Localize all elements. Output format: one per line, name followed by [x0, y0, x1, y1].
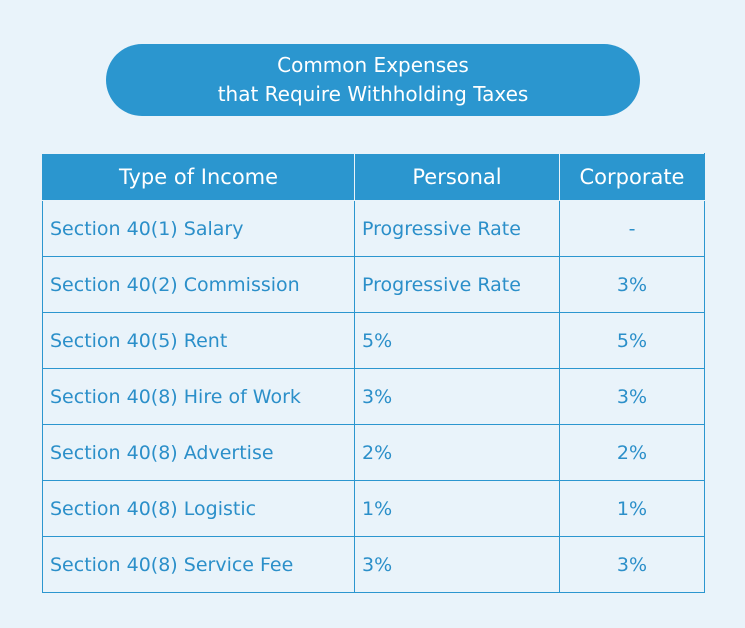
table-row: Section 40(2) Commission Progressive Rate… [42, 256, 705, 313]
personal-rate-cell: Progressive Rate [354, 200, 560, 257]
income-type-cell: Section 40(8) Hire of Work [42, 368, 355, 425]
table-row: Section 40(1) Salary Progressive Rate - [42, 200, 705, 257]
personal-rate-cell: 2% [354, 424, 560, 481]
title-line-1: Common Expenses [277, 53, 469, 77]
corporate-rate-cell: 2% [559, 424, 705, 481]
header-row: Type of Income Personal Corporate [42, 153, 705, 201]
corporate-rate-cell: 1% [559, 480, 705, 537]
corporate-rate-cell: - [559, 200, 705, 257]
table-row: Section 40(8) Service Fee 3% 3% [42, 536, 705, 593]
income-type-cell: Section 40(8) Logistic [42, 480, 355, 537]
income-type-cell: Section 40(8) Service Fee [42, 536, 355, 593]
personal-rate-cell: 3% [354, 368, 560, 425]
header-corporate: Corporate [559, 153, 705, 201]
withholding-tax-table: Type of Income Personal Corporate Sectio… [42, 153, 705, 593]
corporate-rate-cell: 3% [559, 368, 705, 425]
title-banner: Common Expenses that Require Withholding… [106, 44, 640, 116]
income-type-cell: Section 40(1) Salary [42, 200, 355, 257]
personal-rate-cell: 3% [354, 536, 560, 593]
corporate-rate-cell: 3% [559, 536, 705, 593]
header-personal: Personal [354, 153, 560, 201]
title-line-2: that Require Withholding Taxes [217, 82, 529, 106]
income-type-cell: Section 40(2) Commission [42, 256, 355, 313]
corporate-rate-cell: 5% [559, 312, 705, 369]
table-row: Section 40(8) Advertise 2% 2% [42, 424, 705, 481]
personal-rate-cell: 1% [354, 480, 560, 537]
table-row: Section 40(8) Logistic 1% 1% [42, 480, 705, 537]
income-type-cell: Section 40(5) Rent [42, 312, 355, 369]
table-row: Section 40(8) Hire of Work 3% 3% [42, 368, 705, 425]
income-type-cell: Section 40(8) Advertise [42, 424, 355, 481]
table-row: Section 40(5) Rent 5% 5% [42, 312, 705, 369]
header-type-of-income: Type of Income [42, 153, 355, 201]
personal-rate-cell: Progressive Rate [354, 256, 560, 313]
personal-rate-cell: 5% [354, 312, 560, 369]
corporate-rate-cell: 3% [559, 256, 705, 313]
